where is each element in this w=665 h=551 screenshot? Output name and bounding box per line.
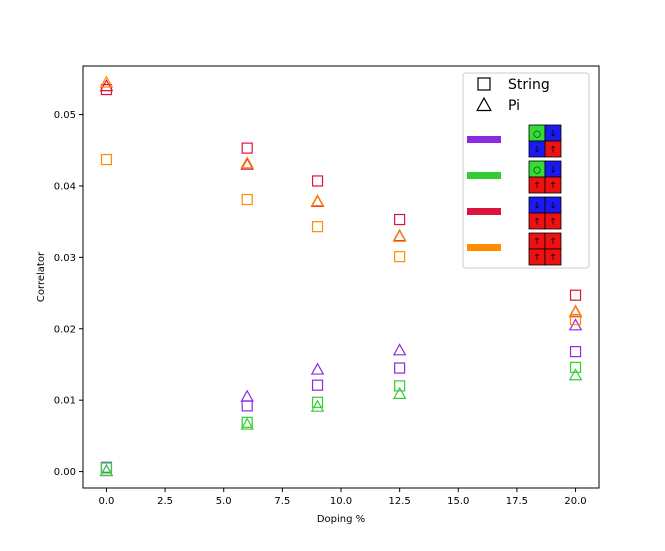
y-tick-label: 0.04: [54, 181, 76, 192]
spin-glyph-icon: ↓: [549, 202, 557, 212]
spin-cell: [544, 140, 562, 158]
spin-glyph-icon: ↓: [533, 146, 541, 156]
x-axis: 0.0 2.5 5.0 7.5 10.0 12.5 15.0 17.5 20.0: [99, 488, 587, 507]
spin-glyph-icon: ↑: [533, 238, 541, 248]
data-point-triangle: [310, 362, 325, 375]
x-tick-label: 15.0: [447, 496, 469, 507]
x-tick-label: 5.0: [216, 496, 232, 507]
data-point-triangle: [240, 389, 254, 402]
data-point-square: [569, 289, 582, 301]
data-point-square: [394, 380, 406, 392]
legend-marker-triangle: [476, 96, 492, 112]
data-point-square: [241, 416, 253, 428]
y-axis-label: Correlator: [36, 251, 47, 302]
legend-label: Pi: [508, 98, 520, 114]
spin-glyph-icon: ↑: [533, 218, 541, 228]
legend-color-swatch: [467, 208, 501, 215]
data-point-square: [394, 213, 406, 226]
data-point-triangle: [310, 399, 325, 412]
data-point-triangle: [568, 368, 583, 381]
spin-glyph-icon: ↓: [549, 166, 557, 176]
data-point-square: [394, 251, 406, 263]
x-tick-label: 12.5: [389, 496, 411, 507]
data-point-square: [394, 362, 406, 374]
x-tick-label: 7.5: [274, 496, 290, 507]
legend-color-swatch: [467, 244, 501, 251]
spin-cell: [544, 212, 562, 230]
spin-glyph-icon: ↑: [533, 182, 541, 192]
data-point-square: [241, 400, 253, 412]
data-point-triangle: [392, 343, 407, 356]
spin-glyph-icon: ↑: [533, 254, 541, 264]
y-tick-label: 0.00: [54, 467, 76, 478]
x-tick-label: 2.5: [157, 496, 173, 507]
y-tick-label: 0.01: [54, 396, 76, 407]
data-point-triangle: [568, 305, 583, 318]
data-point-square: [241, 142, 253, 154]
x-tick-label: 20.0: [564, 496, 586, 507]
data-point-triangle: [310, 193, 325, 207]
data-point-triangle: [99, 75, 114, 88]
spin-glyph-icon: ○: [533, 130, 541, 140]
y-tick-label: 0.03: [54, 253, 76, 264]
data-point-square: [100, 153, 113, 166]
spin-glyph-icon: ↑: [549, 254, 557, 264]
data-point-square: [569, 346, 582, 358]
data-point-triangle: [240, 157, 254, 170]
legend-color-swatch: [467, 136, 501, 143]
spin-glyph-icon: ↑: [549, 218, 557, 228]
spin-glyph-icon: ↑: [549, 238, 557, 248]
data-point-triangle: [99, 463, 114, 477]
data-point-triangle: [99, 79, 114, 92]
y-axis: 0.00 0.01 0.02 0.03 0.04 0.05: [54, 110, 83, 478]
spin-glyph-icon: ↑: [549, 146, 557, 156]
x-tick-label: 0.0: [99, 496, 115, 507]
data-point-triangle: [240, 156, 254, 169]
data-point-square: [100, 462, 113, 474]
data-point-square: [311, 396, 324, 408]
data-point-square: [569, 313, 582, 326]
y-tick-label: 0.05: [54, 110, 76, 121]
spin-glyph-icon: ↓: [549, 130, 557, 140]
data-point-square: [311, 379, 324, 391]
data-point-square: [311, 175, 324, 187]
data-point-square: [569, 361, 582, 373]
data-point-triangle: [310, 194, 325, 207]
x-axis-label: Doping %: [317, 514, 365, 525]
spin-glyph-icon: ↑: [549, 182, 557, 192]
legend-label: String: [508, 77, 550, 93]
data-point-triangle: [240, 417, 254, 430]
data-point-triangle: [392, 229, 407, 242]
data-point-square: [241, 193, 253, 206]
legend: String Pi ○ ↓ ↓ ↑ ○ ↓ ↑ ↑ ↓ ↓ ↑ ↑ ↑ ↑ ↑ ↑: [462, 72, 590, 269]
y-tick-label: 0.02: [54, 324, 76, 335]
legend-color-swatch: [467, 172, 501, 179]
data-point-square: [311, 221, 324, 233]
x-tick-label: 17.5: [506, 496, 528, 507]
spin-cell: [544, 176, 562, 194]
spin-glyph-icon: ○: [533, 166, 541, 176]
legend-marker-square: [477, 77, 491, 91]
data-point-triangle: [99, 463, 114, 477]
x-tick-label: 10.0: [330, 496, 352, 507]
data-point-triangle: [392, 386, 407, 399]
spin-glyph-icon: ↓: [533, 202, 541, 212]
data-marks: [99, 75, 583, 477]
spin-cell: [544, 248, 562, 266]
